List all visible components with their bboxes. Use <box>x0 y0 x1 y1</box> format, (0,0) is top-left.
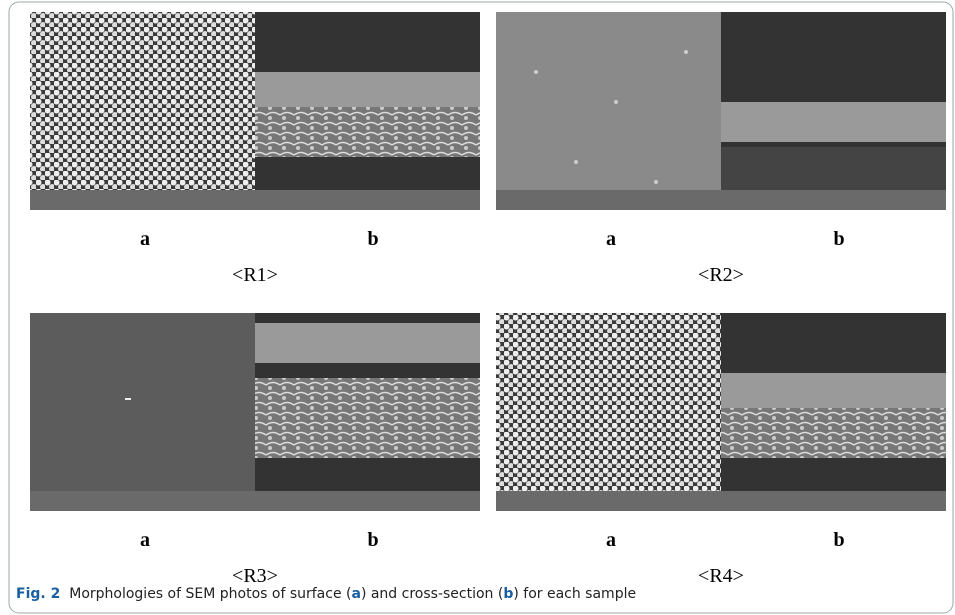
sample-name: <R1> <box>232 264 278 286</box>
sem-spot <box>654 180 658 184</box>
label-b: b <box>367 529 378 551</box>
caption-label: Fig. 2 <box>16 586 60 602</box>
figure: a b <R1> a b <R2> a b <R3> a b <R4> Fig. 2 Morpholo… <box>0 0 955 615</box>
caption-text: ) and cross-section ( <box>361 586 503 602</box>
label-b: b <box>833 228 844 250</box>
sample-name: <R3> <box>232 565 278 587</box>
sem-spot <box>574 160 578 164</box>
sem-layer <box>255 107 480 157</box>
caption-text: Morphologies of SEM photos of surface ( <box>69 586 351 602</box>
caption-ref: a <box>351 586 360 602</box>
sem-info-bar <box>30 190 255 210</box>
sem-layer <box>721 373 946 413</box>
sample-name: <R2> <box>698 264 744 286</box>
sem-spot <box>684 50 688 54</box>
sem-info-bar <box>496 190 721 210</box>
sem-info-bar <box>721 190 946 210</box>
sem-surface-image <box>30 12 255 210</box>
sem-spot <box>614 100 618 104</box>
sem-info-bar <box>30 491 255 511</box>
label-a: a <box>606 228 616 250</box>
sem-info-bar <box>496 491 721 511</box>
caption-ref: b <box>503 586 513 602</box>
sem-surface-image <box>30 313 255 511</box>
sem-layer <box>255 72 480 112</box>
sem-spot <box>125 398 131 400</box>
sem-info-bar <box>255 190 480 210</box>
sem-layer <box>721 102 946 142</box>
caption-text: ) for each sample <box>513 586 636 602</box>
label-a: a <box>606 529 616 551</box>
sem-layer <box>721 147 946 197</box>
sem-layer <box>721 408 946 458</box>
label-a: a <box>140 228 150 250</box>
sem-layer <box>255 323 480 363</box>
figure-canvas: a b <R1> a b <R2> a b <R3> a b <R4> <box>0 0 955 615</box>
sample-name: <R4> <box>698 565 744 587</box>
label-b: b <box>367 228 378 250</box>
label-b: b <box>833 529 844 551</box>
sem-info-bar <box>255 491 480 511</box>
sem-surface-image <box>496 313 721 511</box>
label-a: a <box>140 529 150 551</box>
sem-surface-image <box>496 12 721 210</box>
sem-info-bar <box>721 491 946 511</box>
sem-layer <box>255 378 480 458</box>
sem-spot <box>534 70 538 74</box>
caption: Fig. 2 Morphologies of SEM photos of sur… <box>16 586 636 602</box>
